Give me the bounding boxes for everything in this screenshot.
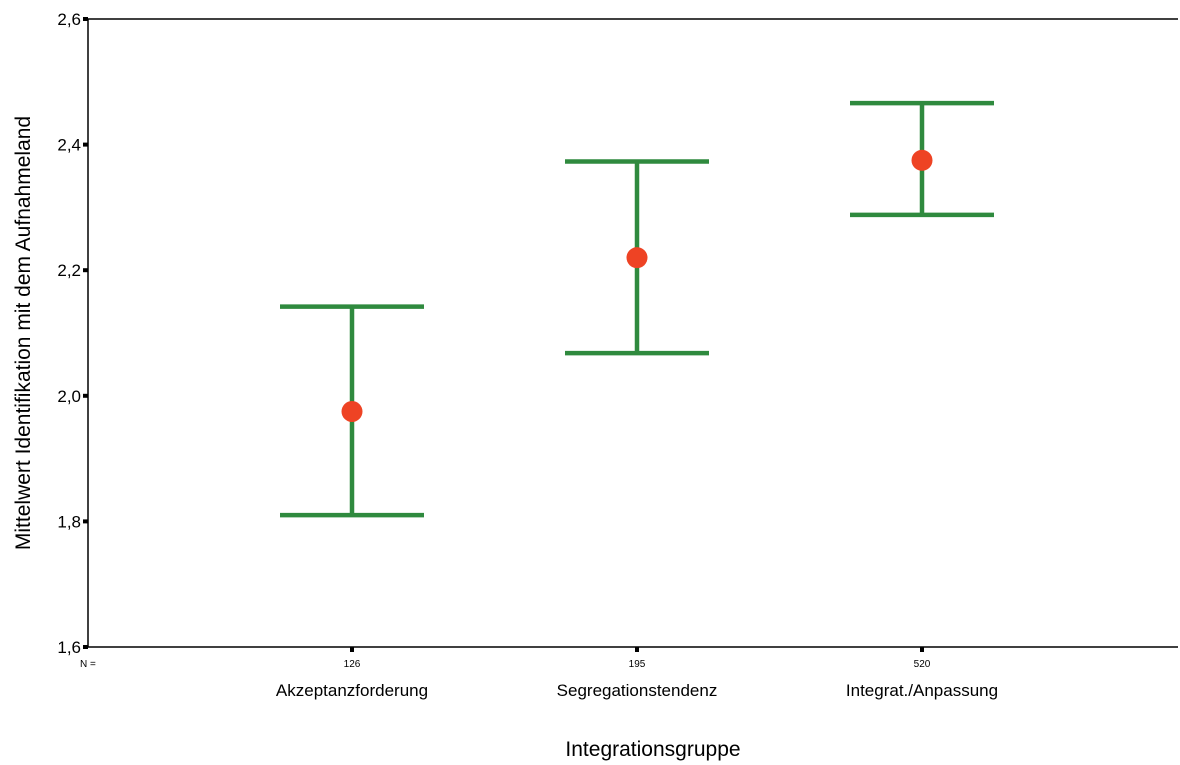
mean-point <box>341 401 363 422</box>
mean-point <box>911 149 933 171</box>
y-tick-label: 1,6 <box>57 638 81 657</box>
x-categories: 126 Akzeptanzforderung 195 Segregationstend… <box>276 647 998 700</box>
x-category-label: Integrat./Anpassung <box>846 681 998 700</box>
y-tick-label: 2,4 <box>57 136 81 155</box>
y-ticks: 1,6 1,8 2,0 2,2 2,4 2,6 <box>57 10 88 657</box>
axes <box>87 18 1178 648</box>
mean-point <box>626 247 648 269</box>
y-tick-label: 2,6 <box>57 10 81 29</box>
error-bars <box>280 100 994 518</box>
mean-points <box>341 149 933 422</box>
y-tick-label: 2,0 <box>57 387 81 406</box>
x-category-label: Segregationstendenz <box>557 681 718 700</box>
x-axis-title: Integrationsgruppe <box>565 738 740 761</box>
n-prefix-label: N = <box>80 659 96 670</box>
n-count-label: 520 <box>914 659 931 670</box>
n-count-label: 126 <box>344 659 361 670</box>
y-tick-label: 1,8 <box>57 512 81 531</box>
x-category-label: Akzeptanzforderung <box>276 681 428 700</box>
n-count-label: 195 <box>629 659 646 670</box>
y-axis-title: Mittelwert Identifikation mit dem Aufnah… <box>12 116 35 550</box>
y-tick-label: 2,2 <box>57 261 81 280</box>
